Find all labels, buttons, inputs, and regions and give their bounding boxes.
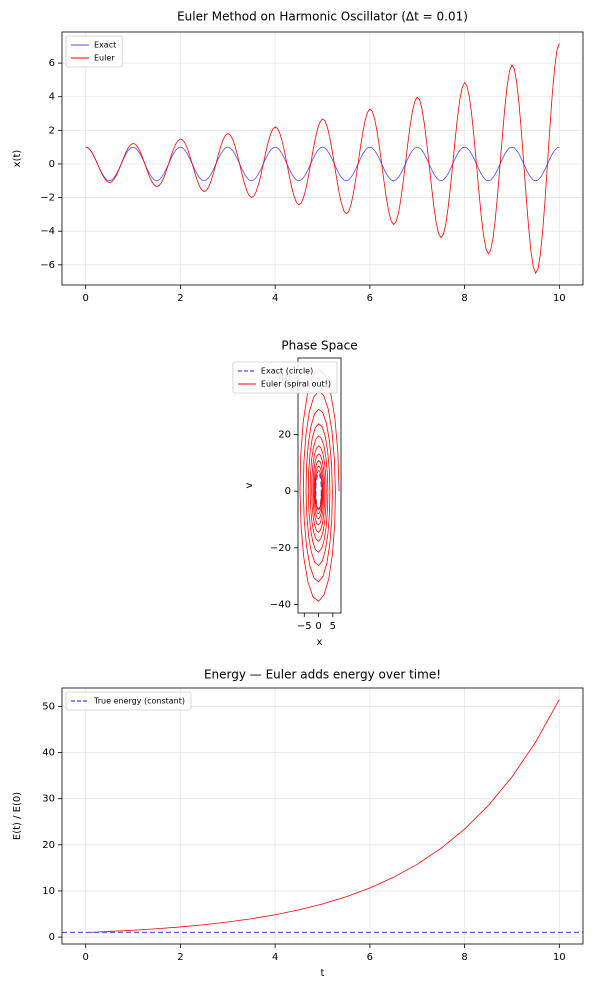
legend-label: Euler: [94, 54, 115, 63]
y-tick-label: 2: [49, 125, 55, 136]
x-tick-label: 2: [177, 293, 183, 304]
x-tick-label: 8: [461, 952, 467, 963]
y-tick-label: 6: [49, 58, 55, 69]
legend-box: [232, 361, 338, 394]
legend-label: Exact (circle): [261, 367, 313, 376]
x-axis-label: x: [317, 637, 323, 648]
series-line: [85, 43, 560, 275]
legend-label: Euler (spiral out!): [261, 380, 331, 389]
y-tick-label: 4: [49, 92, 55, 103]
y-tick-label: 50: [42, 701, 55, 712]
y-axis-label: E(t) / E(0): [12, 792, 23, 840]
x-tick-label: 5: [330, 621, 336, 632]
x-tick-label: 0: [315, 621, 321, 632]
x-tick-label: 10: [553, 293, 566, 304]
x-tick-label: −5: [297, 621, 312, 632]
x-tick-label: 6: [367, 293, 373, 304]
legend: True energy (constant): [65, 691, 192, 711]
series-line: [299, 369, 340, 602]
chart-title: Energy — Euler adds energy over time!: [204, 668, 441, 682]
legend-label: Exact: [94, 41, 116, 50]
x-tick-label: 0: [82, 293, 88, 304]
x-tick-label: 4: [272, 293, 278, 304]
y-tick-label: 40: [42, 748, 55, 759]
axes-frame: [297, 357, 342, 614]
chart-title: Euler Method on Harmonic Oscillator (Δt …: [177, 10, 468, 24]
series-line: [85, 146, 560, 182]
y-tick-label: −4: [40, 226, 55, 237]
x-tick-label: 4: [272, 952, 278, 963]
y-tick-label: 20: [42, 840, 55, 851]
axes-frame: [61, 687, 584, 945]
y-tick-label: 0: [49, 159, 55, 170]
y-tick-label: 0: [285, 486, 291, 497]
y-tick-label: −2: [40, 193, 55, 204]
legend-box: [65, 35, 123, 68]
axes-frame: [61, 31, 584, 286]
x-tick-label: 10: [553, 952, 566, 963]
x-axis-label: t: [321, 968, 325, 979]
y-axis-label: x(t): [12, 150, 23, 168]
y-axis-label: v: [244, 482, 255, 488]
legend-label: True energy (constant): [93, 697, 185, 706]
y-tick-label: −20: [270, 543, 291, 554]
x-tick-label: 8: [461, 293, 467, 304]
x-tick-label: 6: [367, 952, 373, 963]
y-tick-label: 20: [278, 430, 291, 441]
y-tick-label: −6: [40, 260, 55, 271]
y-tick-label: 30: [42, 794, 55, 805]
legend-box: [65, 691, 192, 711]
y-tick-label: 10: [42, 886, 55, 897]
x-tick-label: 0: [82, 952, 88, 963]
legend: Exact Euler: [65, 35, 123, 68]
x-tick-label: 2: [177, 952, 183, 963]
series-line: [85, 699, 560, 933]
y-tick-label: −40: [270, 600, 291, 611]
chart-title: Phase Space: [281, 339, 357, 353]
y-tick-label: 0: [49, 932, 55, 943]
legend: Exact (circle) Euler (spiral out!): [232, 361, 338, 394]
